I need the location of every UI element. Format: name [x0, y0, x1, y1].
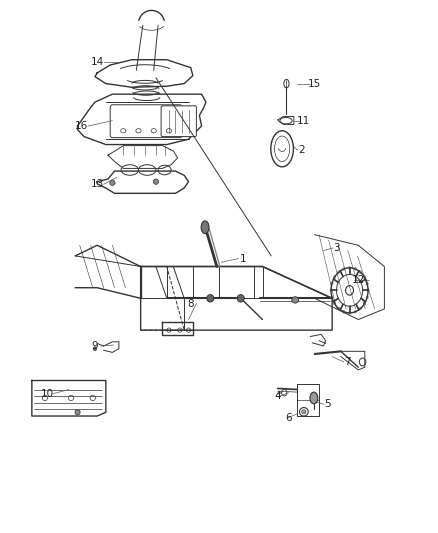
- Text: 2: 2: [298, 145, 305, 155]
- Text: 11: 11: [297, 116, 311, 126]
- Ellipse shape: [207, 295, 214, 302]
- FancyBboxPatch shape: [110, 105, 182, 138]
- Text: 7: 7: [344, 357, 351, 367]
- Text: 8: 8: [187, 298, 194, 309]
- Ellipse shape: [75, 410, 80, 415]
- Text: 3: 3: [333, 243, 340, 253]
- FancyBboxPatch shape: [161, 106, 196, 136]
- Ellipse shape: [110, 180, 115, 185]
- Ellipse shape: [237, 295, 244, 302]
- Ellipse shape: [153, 179, 159, 184]
- Text: 1: 1: [240, 254, 246, 263]
- Ellipse shape: [93, 347, 97, 351]
- Text: 4: 4: [275, 391, 281, 401]
- Text: 6: 6: [285, 413, 292, 423]
- Text: 13: 13: [91, 179, 104, 189]
- Ellipse shape: [292, 297, 299, 303]
- Ellipse shape: [310, 392, 318, 404]
- Text: 16: 16: [75, 121, 88, 131]
- Text: 14: 14: [91, 58, 104, 67]
- Text: 9: 9: [92, 341, 98, 351]
- Text: 10: 10: [41, 389, 53, 399]
- Text: 5: 5: [325, 399, 331, 409]
- Ellipse shape: [302, 410, 306, 414]
- Ellipse shape: [201, 221, 209, 233]
- Text: 12: 12: [352, 274, 365, 285]
- Text: 15: 15: [308, 78, 321, 88]
